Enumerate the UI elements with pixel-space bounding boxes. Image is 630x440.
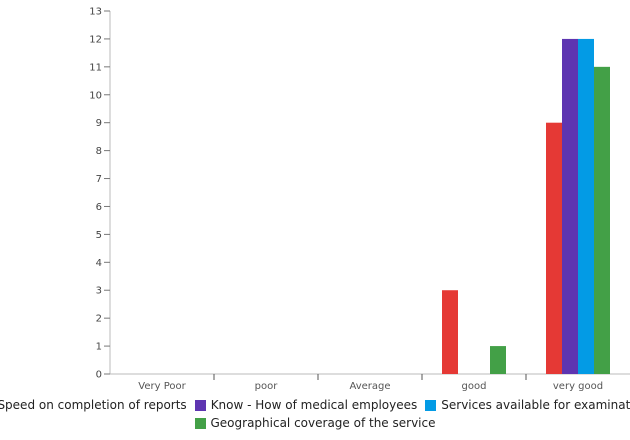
legend-swatch-coverage (194, 417, 206, 429)
x-tick-label: very good (553, 381, 603, 392)
y-tick-label: 11 (89, 62, 102, 73)
legend: Speed on completion of reports Know - Ho… (0, 396, 630, 432)
legend-item-coverage[interactable]: Geographical coverage of the service (194, 416, 436, 430)
legend-label-coverage: Geographical coverage of the service (210, 416, 436, 430)
x-tick-label: Very Poor (138, 381, 186, 392)
x-axis: Very Poor poor Average good very good (110, 373, 630, 392)
legend-label-know-how: Know - How of medical employees (210, 398, 418, 412)
legend-row-1: Speed on completion of reports Know - Ho… (0, 396, 630, 414)
legend-label-speed: Speed on completion of reports (0, 398, 187, 412)
y-tick-label: 4 (96, 258, 102, 269)
bar-know-how-of-medical-employees-very-good[interactable] (562, 38, 578, 375)
y-tick-label: 13 (89, 7, 102, 18)
legend-item-services[interactable]: Services available for examination (425, 398, 630, 412)
y-tick-label: 7 (96, 174, 102, 185)
y-tick-label: 8 (96, 146, 102, 157)
legend-swatch-services (425, 399, 437, 411)
bar-speed-on-completion-of-reports-good[interactable] (442, 290, 458, 374)
legend-item-know-how[interactable]: Know - How of medical employees (194, 398, 418, 412)
legend-swatch-know-how (194, 399, 206, 411)
bar-services-available-for-examination-very-good[interactable] (578, 38, 594, 375)
x-tick-label: Average (349, 381, 390, 392)
y-tick-label: 10 (89, 90, 102, 101)
x-tick-label: poor (255, 381, 279, 392)
y-tick-label: 9 (96, 118, 102, 129)
bar-speed-on-completion-of-reports-very-good[interactable] (546, 122, 562, 374)
y-tick-label: 0 (96, 370, 102, 381)
bar-geographical-coverage-of-the-service-good[interactable] (490, 346, 506, 374)
y-tick-label: 2 (96, 314, 102, 325)
legend-item-speed[interactable]: Speed on completion of reports (0, 398, 187, 412)
y-tick-label: 3 (96, 286, 102, 297)
legend-row-2: Geographical coverage of the service (0, 414, 630, 432)
y-tick-label: 6 (96, 202, 102, 213)
bar-geographical-coverage-of-the-service-very-good[interactable] (594, 66, 610, 374)
y-tick-label: 12 (89, 34, 102, 45)
x-tick-label: good (462, 381, 487, 392)
y-tick-label: 5 (96, 230, 102, 241)
y-tick-label: 1 (96, 342, 102, 353)
legend-label-services: Services available for examination (441, 398, 630, 412)
bars (442, 38, 610, 375)
